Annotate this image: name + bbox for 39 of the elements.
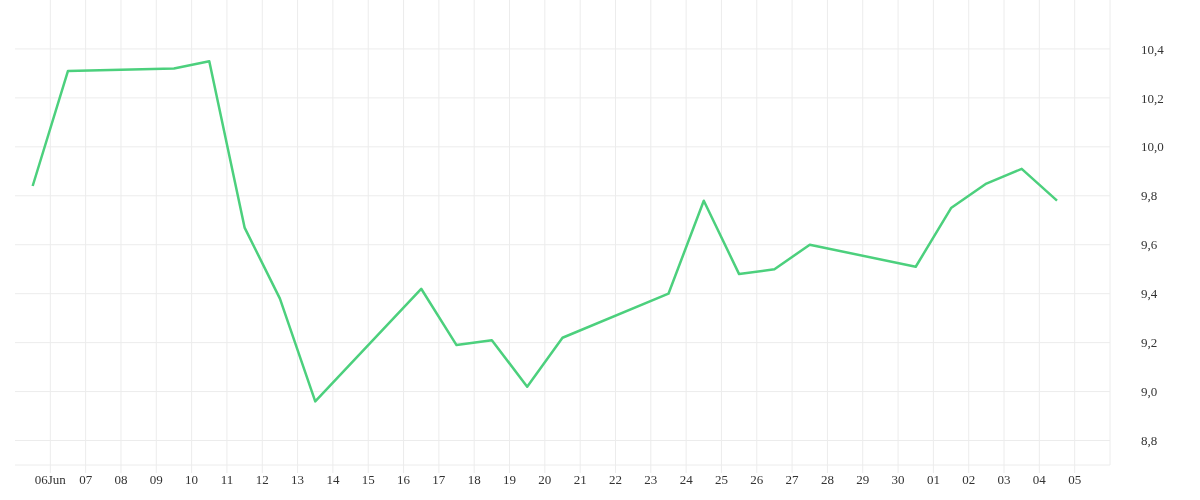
x-tick-label: 17 [432, 472, 446, 488]
y-tick-label: 10,0 [1141, 139, 1164, 155]
x-tick-label: 24 [679, 472, 694, 488]
x-tick-label: 02 [962, 472, 976, 488]
x-tick-label: 19 [503, 472, 517, 488]
x-tick-label: 21 [573, 472, 587, 488]
x-tick-label: 25 [714, 472, 728, 488]
x-tick-label: 28 [820, 472, 834, 488]
y-tick-label: 10,2 [1141, 90, 1164, 106]
x-tick-label: 03 [997, 472, 1011, 488]
x-tick-label: 13 [291, 472, 305, 488]
x-tick-label: 20 [538, 472, 552, 488]
x-tick-label: 22 [608, 472, 622, 488]
x-tick-label: 07 [79, 472, 93, 488]
x-tick-label: 26 [750, 472, 764, 488]
y-tick-label: 8,8 [1141, 433, 1158, 449]
x-tick-label: 14 [326, 472, 340, 488]
y-tick-label: 9,4 [1141, 286, 1158, 302]
x-tick-label: 27 [785, 472, 800, 488]
x-tick-label: 08 [114, 472, 128, 488]
x-tick-label: 09 [149, 472, 163, 488]
y-tick-label: 10,4 [1141, 41, 1165, 57]
x-tick-label: 15 [361, 472, 375, 488]
x-tick-label: 18 [467, 472, 481, 488]
y-tick-label: 9,6 [1141, 237, 1158, 253]
x-tick-label: 01 [926, 472, 940, 488]
y-tick-label: 9,2 [1141, 335, 1158, 351]
y-tick-label: 9,8 [1141, 188, 1158, 204]
x-tick-label: 04 [1032, 472, 1047, 488]
x-tick-label: 10 [185, 472, 199, 488]
x-tick-label: 29 [856, 472, 870, 488]
x-tick-label: 16 [397, 472, 411, 488]
x-tick-label: 12 [255, 472, 269, 488]
x-tick-label: 23 [644, 472, 658, 488]
x-tick-label: 11 [220, 472, 234, 488]
x-tick-label: 05 [1068, 472, 1082, 488]
y-tick-label: 9,0 [1141, 384, 1158, 400]
x-tick-label: 30 [891, 472, 905, 488]
x-tick-label: 06Jun [34, 472, 67, 488]
